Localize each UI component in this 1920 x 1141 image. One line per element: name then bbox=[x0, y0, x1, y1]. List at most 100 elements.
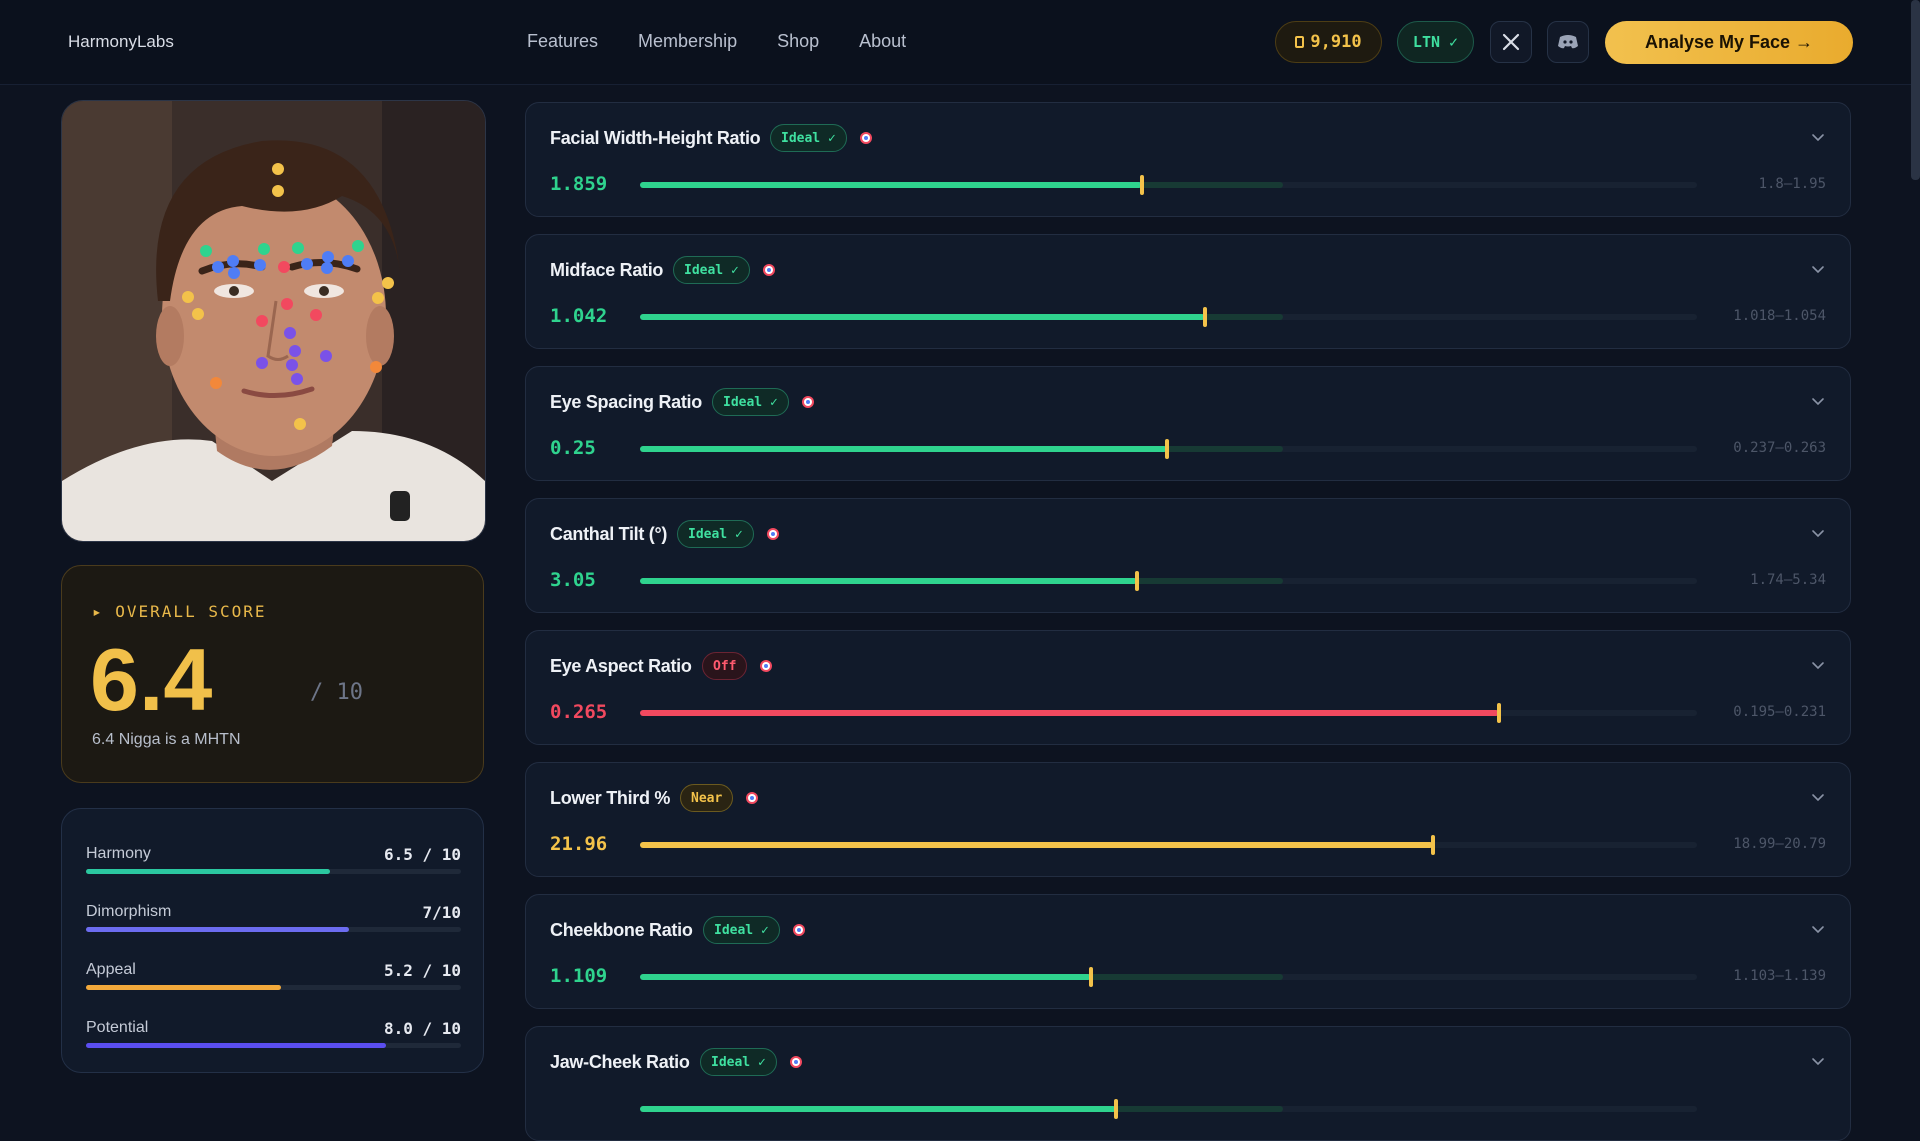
metric-track bbox=[640, 571, 1697, 591]
subscore-value: 8.0 / 10 bbox=[383, 1019, 461, 1038]
metric-name: Cheekbone Ratio bbox=[550, 920, 693, 940]
metric-status-badge: Ideal ✓ bbox=[700, 1048, 777, 1076]
metric-name: Facial Width-Height Ratio bbox=[550, 128, 761, 148]
target-icon[interactable] bbox=[745, 791, 759, 805]
metric-track bbox=[640, 835, 1697, 855]
metric-card-canthal-tilt[interactable]: Canthal Tilt (°) Ideal ✓ 3.05 1.74–5.34 bbox=[525, 498, 1851, 613]
target-icon[interactable] bbox=[759, 659, 773, 673]
metric-marker bbox=[1089, 967, 1094, 987]
target-icon[interactable] bbox=[789, 1055, 803, 1069]
subscore-track bbox=[86, 985, 461, 990]
metric-card-cheekbone-ratio[interactable]: Cheekbone Ratio Ideal ✓ 1.109 1.103–1.139 bbox=[525, 894, 1851, 1009]
overall-score-max: / 10 bbox=[310, 680, 363, 705]
face-illustration bbox=[62, 101, 485, 541]
subscore-fill bbox=[86, 985, 281, 990]
metric-card-facial-width-height-ratio[interactable]: Facial Width-Height Ratio Ideal ✓ 1.859 1.8… bbox=[525, 102, 1851, 217]
subscore-row-dimorphism: Dimorphism 7/10 bbox=[86, 903, 461, 953]
chevron-down-icon[interactable] bbox=[1810, 129, 1826, 145]
target-icon[interactable] bbox=[792, 923, 806, 937]
nav-link-about[interactable]: About bbox=[859, 31, 907, 51]
metric-card-eye-aspect-ratio[interactable]: Eye Aspect Ratio Off 0.265 0.195–0.231 bbox=[525, 630, 1851, 745]
metric-fill bbox=[640, 446, 1168, 452]
subscore-name: Harmony bbox=[86, 845, 151, 862]
metric-track bbox=[640, 439, 1697, 459]
metric-status-badge: Ideal ✓ bbox=[673, 256, 750, 284]
metric-fill bbox=[640, 710, 1500, 716]
metric-card-midface-ratio[interactable]: Midface Ratio Ideal ✓ 1.042 1.018–1.054 bbox=[525, 234, 1851, 349]
metric-fill bbox=[640, 314, 1206, 320]
x-logo-icon bbox=[1502, 33, 1520, 51]
metric-card-lower-third[interactable]: Lower Third % Near 21.96 18.99–20.79 bbox=[525, 762, 1851, 877]
metric-status-badge: Near bbox=[680, 784, 734, 812]
subscore-value: 6.5 / 10 bbox=[383, 845, 461, 864]
nav-link-membership[interactable]: Membership bbox=[638, 31, 738, 51]
metric-range: 18.99–20.79 bbox=[1733, 836, 1826, 852]
analyse-my-face-button[interactable]: Analyse My Face → bbox=[1605, 21, 1853, 64]
metric-value: 21.96 bbox=[550, 833, 608, 855]
target-icon[interactable] bbox=[762, 263, 776, 277]
metric-fill bbox=[640, 842, 1433, 848]
coin-icon bbox=[1295, 36, 1305, 48]
chevron-down-icon[interactable] bbox=[1810, 1053, 1826, 1069]
ltn-status-badge[interactable]: LTN ✓ bbox=[1397, 21, 1474, 63]
x-social-button[interactable] bbox=[1490, 21, 1532, 63]
metric-range: 0.195–0.231 bbox=[1733, 704, 1826, 720]
subscore-name: Appeal bbox=[86, 961, 136, 978]
chevron-down-icon[interactable] bbox=[1810, 393, 1826, 409]
nav-links: Features Membership Shop About bbox=[527, 31, 906, 52]
top-nav: HarmonyLabs Features Membership Shop Abo… bbox=[0, 0, 1920, 85]
chevron-down-icon[interactable] bbox=[1810, 525, 1826, 541]
target-icon[interactable] bbox=[801, 395, 815, 409]
metric-name: Eye Spacing Ratio bbox=[550, 392, 702, 412]
nav-link-features[interactable]: Features bbox=[527, 31, 599, 51]
metric-card-jaw-cheek-ratio[interactable]: Jaw-Cheek Ratio Ideal ✓ bbox=[525, 1026, 1851, 1141]
metric-range: 1.018–1.054 bbox=[1733, 308, 1826, 324]
chevron-down-icon[interactable] bbox=[1810, 921, 1826, 937]
metric-value: 1.109 bbox=[550, 965, 608, 987]
target-icon[interactable] bbox=[859, 131, 873, 145]
metric-value: 3.05 bbox=[550, 569, 596, 591]
overall-score-value: 6.4 bbox=[90, 630, 213, 729]
metric-marker bbox=[1430, 835, 1435, 855]
subscore-name: Potential bbox=[86, 1019, 149, 1036]
brand-logo[interactable]: HarmonyLabs bbox=[68, 32, 174, 51]
chevron-down-icon[interactable] bbox=[1810, 657, 1826, 673]
subscore-value: 5.2 / 10 bbox=[383, 961, 461, 980]
metric-range: 0.237–0.263 bbox=[1733, 440, 1826, 456]
metric-card-eye-spacing-ratio[interactable]: Eye Spacing Ratio Ideal ✓ 0.25 0.237–0.263 bbox=[525, 366, 1851, 481]
coin-balance[interactable]: 9,910 bbox=[1275, 21, 1382, 63]
discord-button[interactable] bbox=[1547, 21, 1589, 63]
metric-name: Midface Ratio bbox=[550, 260, 664, 280]
overall-score-description: 6.4 Nigga is a MHTN bbox=[92, 731, 241, 748]
nav-link-shop[interactable]: Shop bbox=[777, 31, 820, 51]
subscore-row-potential: Potential 8.0 / 10 bbox=[86, 1019, 461, 1069]
metric-marker bbox=[1203, 307, 1208, 327]
metric-name: Jaw-Cheek Ratio bbox=[550, 1052, 690, 1072]
metric-value: 0.265 bbox=[550, 701, 608, 723]
metric-status-badge: Ideal ✓ bbox=[703, 916, 780, 944]
subscore-row-appeal: Appeal 5.2 / 10 bbox=[86, 961, 461, 1011]
metric-marker bbox=[1140, 175, 1145, 195]
metric-value: 0.25 bbox=[550, 437, 596, 459]
metric-status-badge: Ideal ✓ bbox=[677, 520, 754, 548]
metric-track bbox=[640, 307, 1697, 327]
subscore-row-harmony: Harmony 6.5 / 10 bbox=[86, 845, 461, 895]
metric-status-badge: Off bbox=[702, 652, 748, 680]
metric-track bbox=[640, 703, 1697, 723]
chevron-down-icon[interactable] bbox=[1810, 261, 1826, 277]
coin-balance-value: 9,910 bbox=[1310, 32, 1362, 52]
chevron-down-icon[interactable] bbox=[1810, 789, 1826, 805]
metric-fill bbox=[640, 182, 1143, 188]
subscore-fill bbox=[86, 1043, 386, 1048]
target-icon[interactable] bbox=[766, 527, 780, 541]
metric-status-badge: Ideal ✓ bbox=[712, 388, 789, 416]
page-scrollbar[interactable] bbox=[1911, 0, 1920, 180]
subscore-fill bbox=[86, 869, 330, 874]
metric-marker bbox=[1497, 703, 1502, 723]
metric-name: Eye Aspect Ratio bbox=[550, 656, 692, 676]
metric-status-badge: Ideal ✓ bbox=[770, 124, 847, 152]
subscores-card: Harmony 6.5 / 10 Dimorphism 7/10 Appeal 5.2 /… bbox=[61, 808, 484, 1073]
metric-fill bbox=[640, 974, 1092, 980]
subscore-track bbox=[86, 1043, 461, 1048]
metric-range: 1.74–5.34 bbox=[1750, 572, 1826, 588]
